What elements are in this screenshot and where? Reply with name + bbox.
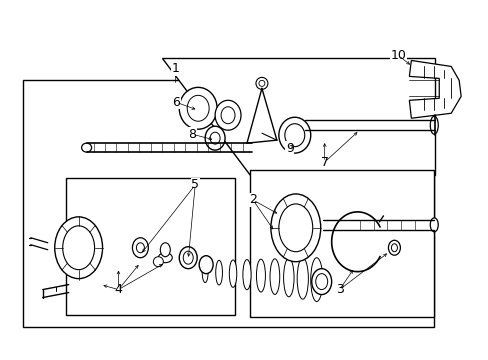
Ellipse shape [221, 107, 235, 124]
Ellipse shape [243, 260, 250, 290]
Ellipse shape [297, 258, 308, 299]
Text: 7: 7 [320, 156, 328, 168]
Ellipse shape [153, 257, 163, 267]
Bar [65, 178, 235, 315]
Ellipse shape [387, 240, 400, 255]
Ellipse shape [229, 260, 236, 287]
Polygon shape [162, 58, 434, 175]
Text: 9: 9 [285, 141, 293, 155]
Ellipse shape [259, 80, 264, 86]
Text: 3: 3 [335, 283, 343, 296]
Ellipse shape [179, 247, 197, 269]
Bar [23, 80, 433, 328]
Ellipse shape [158, 253, 172, 263]
Polygon shape [408, 60, 460, 118]
Ellipse shape [210, 132, 220, 144]
Ellipse shape [283, 258, 293, 297]
Ellipse shape [429, 116, 437, 134]
Ellipse shape [205, 126, 224, 150]
Ellipse shape [429, 218, 437, 232]
Ellipse shape [278, 117, 310, 153]
Text: 10: 10 [389, 49, 406, 62]
Ellipse shape [62, 226, 94, 270]
Text: 8: 8 [188, 128, 196, 141]
Ellipse shape [160, 243, 170, 257]
Bar [249, 170, 433, 318]
Ellipse shape [315, 274, 327, 289]
Ellipse shape [136, 243, 144, 253]
Ellipse shape [55, 217, 102, 279]
Text: 4: 4 [114, 283, 122, 296]
Text: 5: 5 [191, 179, 199, 192]
Ellipse shape [202, 261, 208, 283]
Ellipse shape [311, 269, 331, 294]
Text: 2: 2 [248, 193, 256, 206]
Ellipse shape [183, 251, 193, 264]
Ellipse shape [132, 238, 148, 258]
Ellipse shape [187, 95, 209, 121]
Ellipse shape [215, 260, 222, 285]
Ellipse shape [199, 256, 213, 274]
Ellipse shape [256, 259, 265, 292]
Text: 6: 6 [172, 96, 180, 109]
Ellipse shape [179, 87, 217, 129]
Ellipse shape [81, 143, 91, 152]
Ellipse shape [269, 259, 279, 294]
Ellipse shape [255, 77, 267, 89]
Ellipse shape [310, 258, 322, 302]
Ellipse shape [215, 100, 241, 130]
Ellipse shape [270, 194, 320, 262]
Ellipse shape [390, 244, 397, 252]
Text: 1: 1 [171, 62, 179, 75]
Ellipse shape [285, 124, 304, 147]
Ellipse shape [278, 204, 312, 252]
